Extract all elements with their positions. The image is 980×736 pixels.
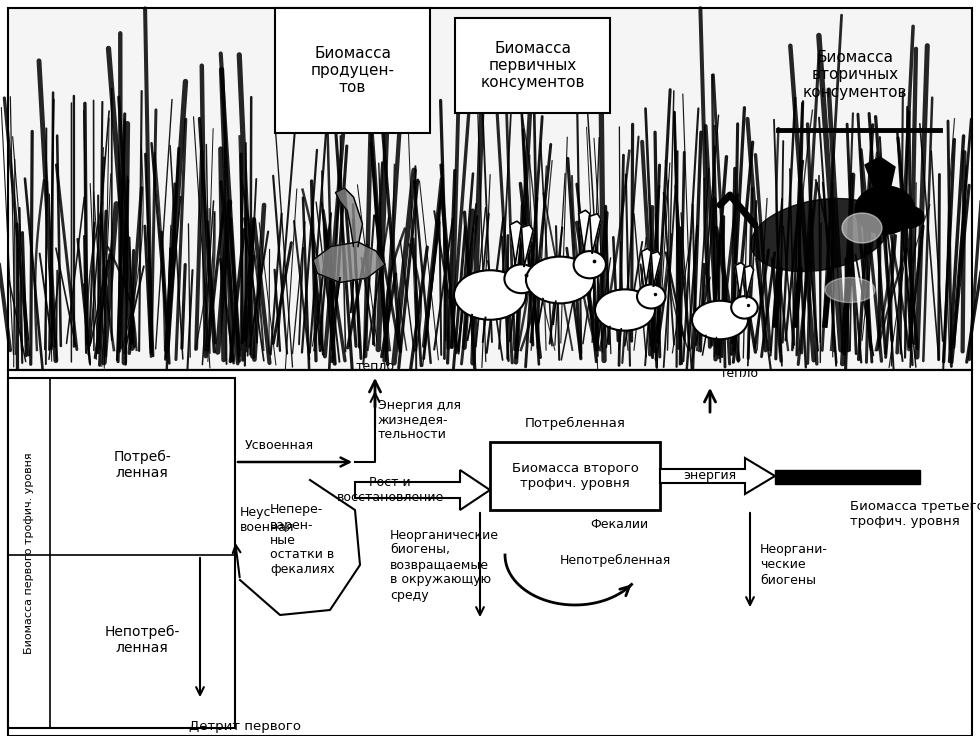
- Polygon shape: [775, 470, 920, 484]
- Text: Биомасса
продуцен-
тов: Биомасса продуцен- тов: [311, 46, 395, 96]
- Ellipse shape: [454, 270, 526, 319]
- Text: Непотребленная: Непотребленная: [560, 553, 671, 567]
- Polygon shape: [521, 224, 533, 266]
- Bar: [8, 378, 235, 728]
- Ellipse shape: [692, 301, 748, 339]
- Polygon shape: [652, 252, 661, 286]
- Polygon shape: [865, 157, 895, 190]
- Ellipse shape: [855, 186, 915, 234]
- Polygon shape: [745, 266, 754, 297]
- Polygon shape: [590, 213, 601, 252]
- Polygon shape: [335, 188, 363, 247]
- Ellipse shape: [842, 213, 882, 243]
- Text: Неорганические
биогены,
возвращаемые
в окружающую
среду: Неорганические биогены, возвращаемые в о…: [390, 528, 499, 601]
- Text: Биомасса первого трофич. уровня: Биомасса первого трофич. уровня: [24, 452, 34, 654]
- Bar: [490, 442, 660, 510]
- Text: Непотреб-
ленная: Непотреб- ленная: [104, 625, 179, 655]
- Text: Биомасса второго
трофич. уровня: Биомасса второго трофич. уровня: [512, 462, 638, 490]
- Ellipse shape: [731, 296, 758, 319]
- Bar: [275, 8, 430, 133]
- Text: Биомасса третьего
трофич. уровня: Биомасса третьего трофич. уровня: [850, 500, 980, 528]
- Text: Усвоенная: Усвоенная: [245, 439, 315, 452]
- Ellipse shape: [637, 285, 665, 308]
- Ellipse shape: [526, 257, 594, 303]
- Polygon shape: [510, 222, 521, 264]
- Text: энергия: энергия: [683, 470, 737, 483]
- Text: Детрит первого
трофического
уровня: Детрит первого трофического уровня: [189, 720, 301, 736]
- Text: Потреб-
ленная: Потреб- ленная: [113, 450, 171, 480]
- Text: Непере-
варен-
ные
остатки в
фекалиях: Непере- варен- ные остатки в фекалиях: [270, 503, 335, 576]
- Bar: [8, 370, 972, 736]
- Polygon shape: [579, 210, 590, 251]
- Text: тепло: тепло: [720, 367, 759, 380]
- Ellipse shape: [505, 264, 539, 293]
- Text: Неоргани-
ческие
биогены: Неоргани- ческие биогены: [760, 543, 828, 587]
- Polygon shape: [355, 470, 490, 510]
- Polygon shape: [660, 458, 775, 494]
- Ellipse shape: [825, 277, 875, 302]
- Text: Потребленная: Потребленная: [524, 417, 625, 430]
- Text: Биомасса
вторичных
консументов: Биомасса вторичных консументов: [803, 50, 907, 100]
- Ellipse shape: [892, 206, 924, 228]
- Bar: [8, 8, 972, 370]
- Polygon shape: [735, 263, 745, 296]
- Polygon shape: [313, 242, 385, 283]
- Text: Энергия для
жизнедея-
тельности: Энергия для жизнедея- тельности: [378, 398, 461, 442]
- Polygon shape: [642, 249, 652, 285]
- Ellipse shape: [751, 199, 889, 272]
- Bar: [455, 18, 610, 113]
- Text: Фекалии: Фекалии: [590, 518, 648, 531]
- Text: Неус-
военная: Неус- военная: [240, 506, 295, 534]
- Text: Рост и
восстановление: Рост и восстановление: [336, 476, 444, 504]
- Text: тепло: тепло: [356, 360, 395, 373]
- Ellipse shape: [595, 289, 655, 330]
- Text: Биомасса
первичных
консументов: Биомасса первичных консументов: [480, 40, 585, 91]
- Ellipse shape: [573, 251, 606, 278]
